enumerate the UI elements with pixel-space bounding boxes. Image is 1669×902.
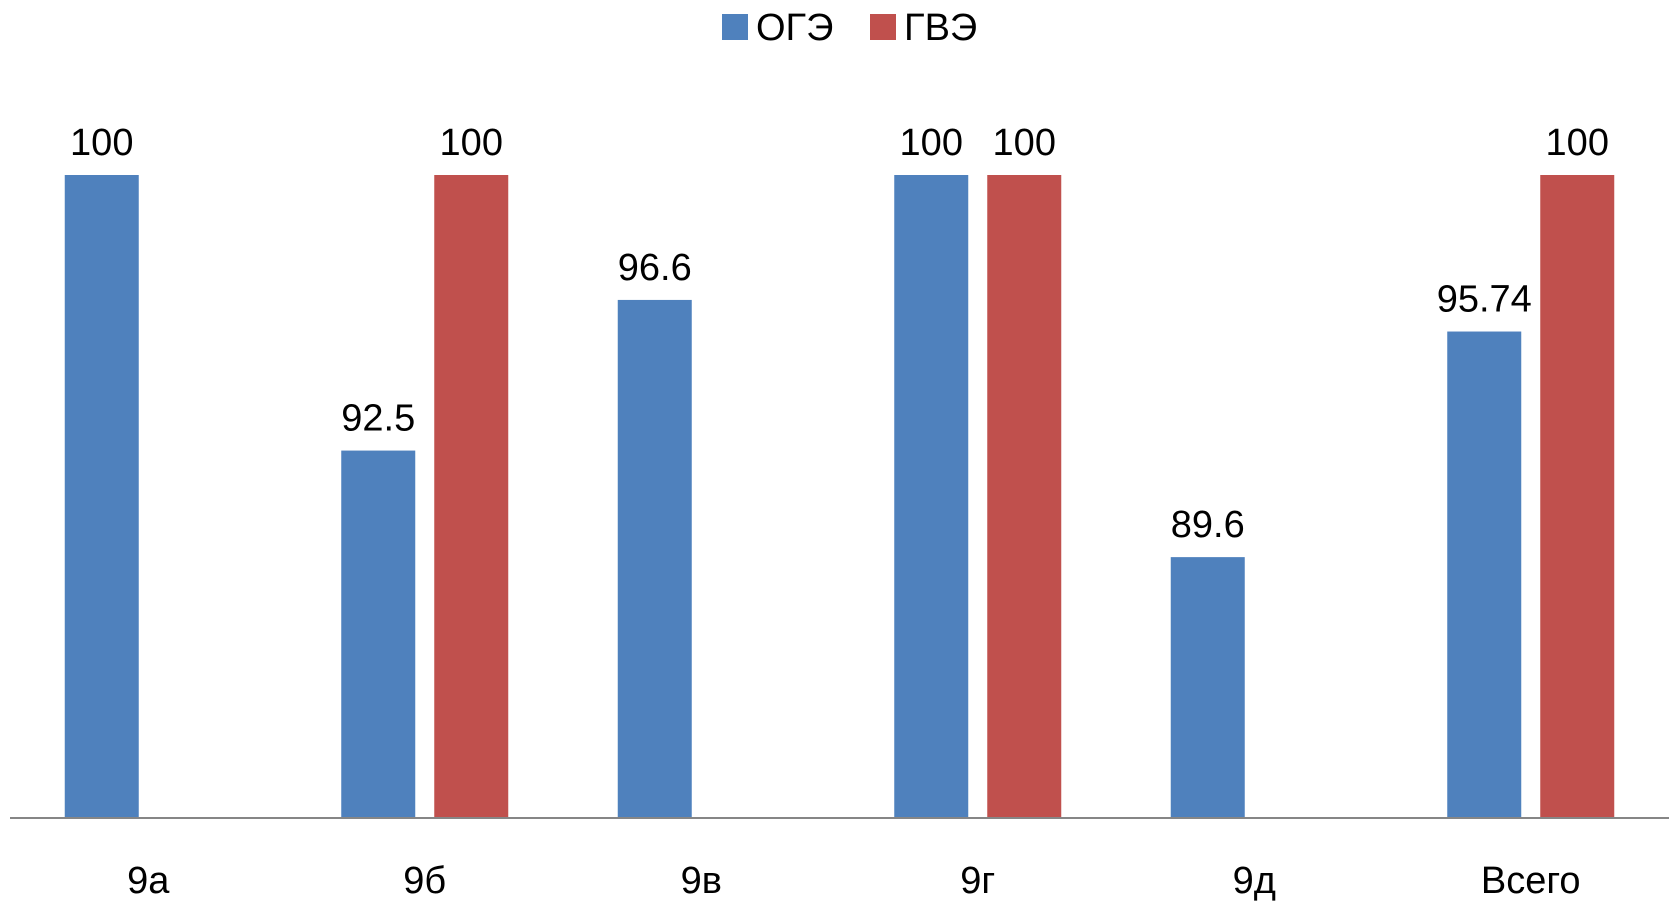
legend-swatch-gve [870, 14, 896, 40]
data-label-oge-3: 100 [900, 122, 963, 164]
data-label-oge-0: 100 [70, 122, 133, 164]
x-tick-labels: 9а 9б 9в 9г 9д Всего [127, 860, 1580, 902]
bar-oge-0 [64, 175, 139, 818]
bar-oge-2 [617, 299, 692, 818]
x-tick-label-1: 9б [403, 860, 446, 902]
data-label-gve-1: 100 [440, 122, 503, 164]
bars-layer [64, 175, 1615, 818]
bar-oge-5 [1447, 331, 1522, 818]
legend-swatch-oge [722, 14, 748, 40]
bar-gve-3 [987, 175, 1062, 818]
x-tick-label-2: 9в [681, 860, 722, 902]
x-tick-label-3: 9г [960, 860, 995, 902]
bar-gve-5 [1540, 175, 1615, 818]
legend-label-gve: ГВЭ [904, 7, 977, 49]
bar-oge-1 [341, 450, 416, 818]
bar-oge-3 [894, 175, 969, 818]
x-tick-label-5: Всего [1481, 860, 1581, 902]
data-label-gve-3: 100 [993, 122, 1056, 164]
data-label-oge-4: 89.6 [1171, 504, 1245, 546]
data-label-gve-5: 100 [1546, 122, 1609, 164]
x-tick-label-0: 9а [127, 860, 170, 902]
bar-gve-1 [434, 175, 509, 818]
legend: ОГЭ ГВЭ [722, 7, 977, 49]
data-label-oge-1: 92.5 [341, 398, 415, 440]
data-labels-layer: 100 92.5 100 96.6 100 100 89.6 95.74 100 [70, 122, 1609, 546]
legend-label-oge: ОГЭ [756, 7, 833, 49]
bar-oge-4 [1170, 557, 1245, 818]
x-tick-label-4: 9д [1233, 860, 1276, 902]
data-label-oge-5: 95.74 [1437, 279, 1532, 321]
data-label-oge-2: 96.6 [618, 247, 692, 289]
